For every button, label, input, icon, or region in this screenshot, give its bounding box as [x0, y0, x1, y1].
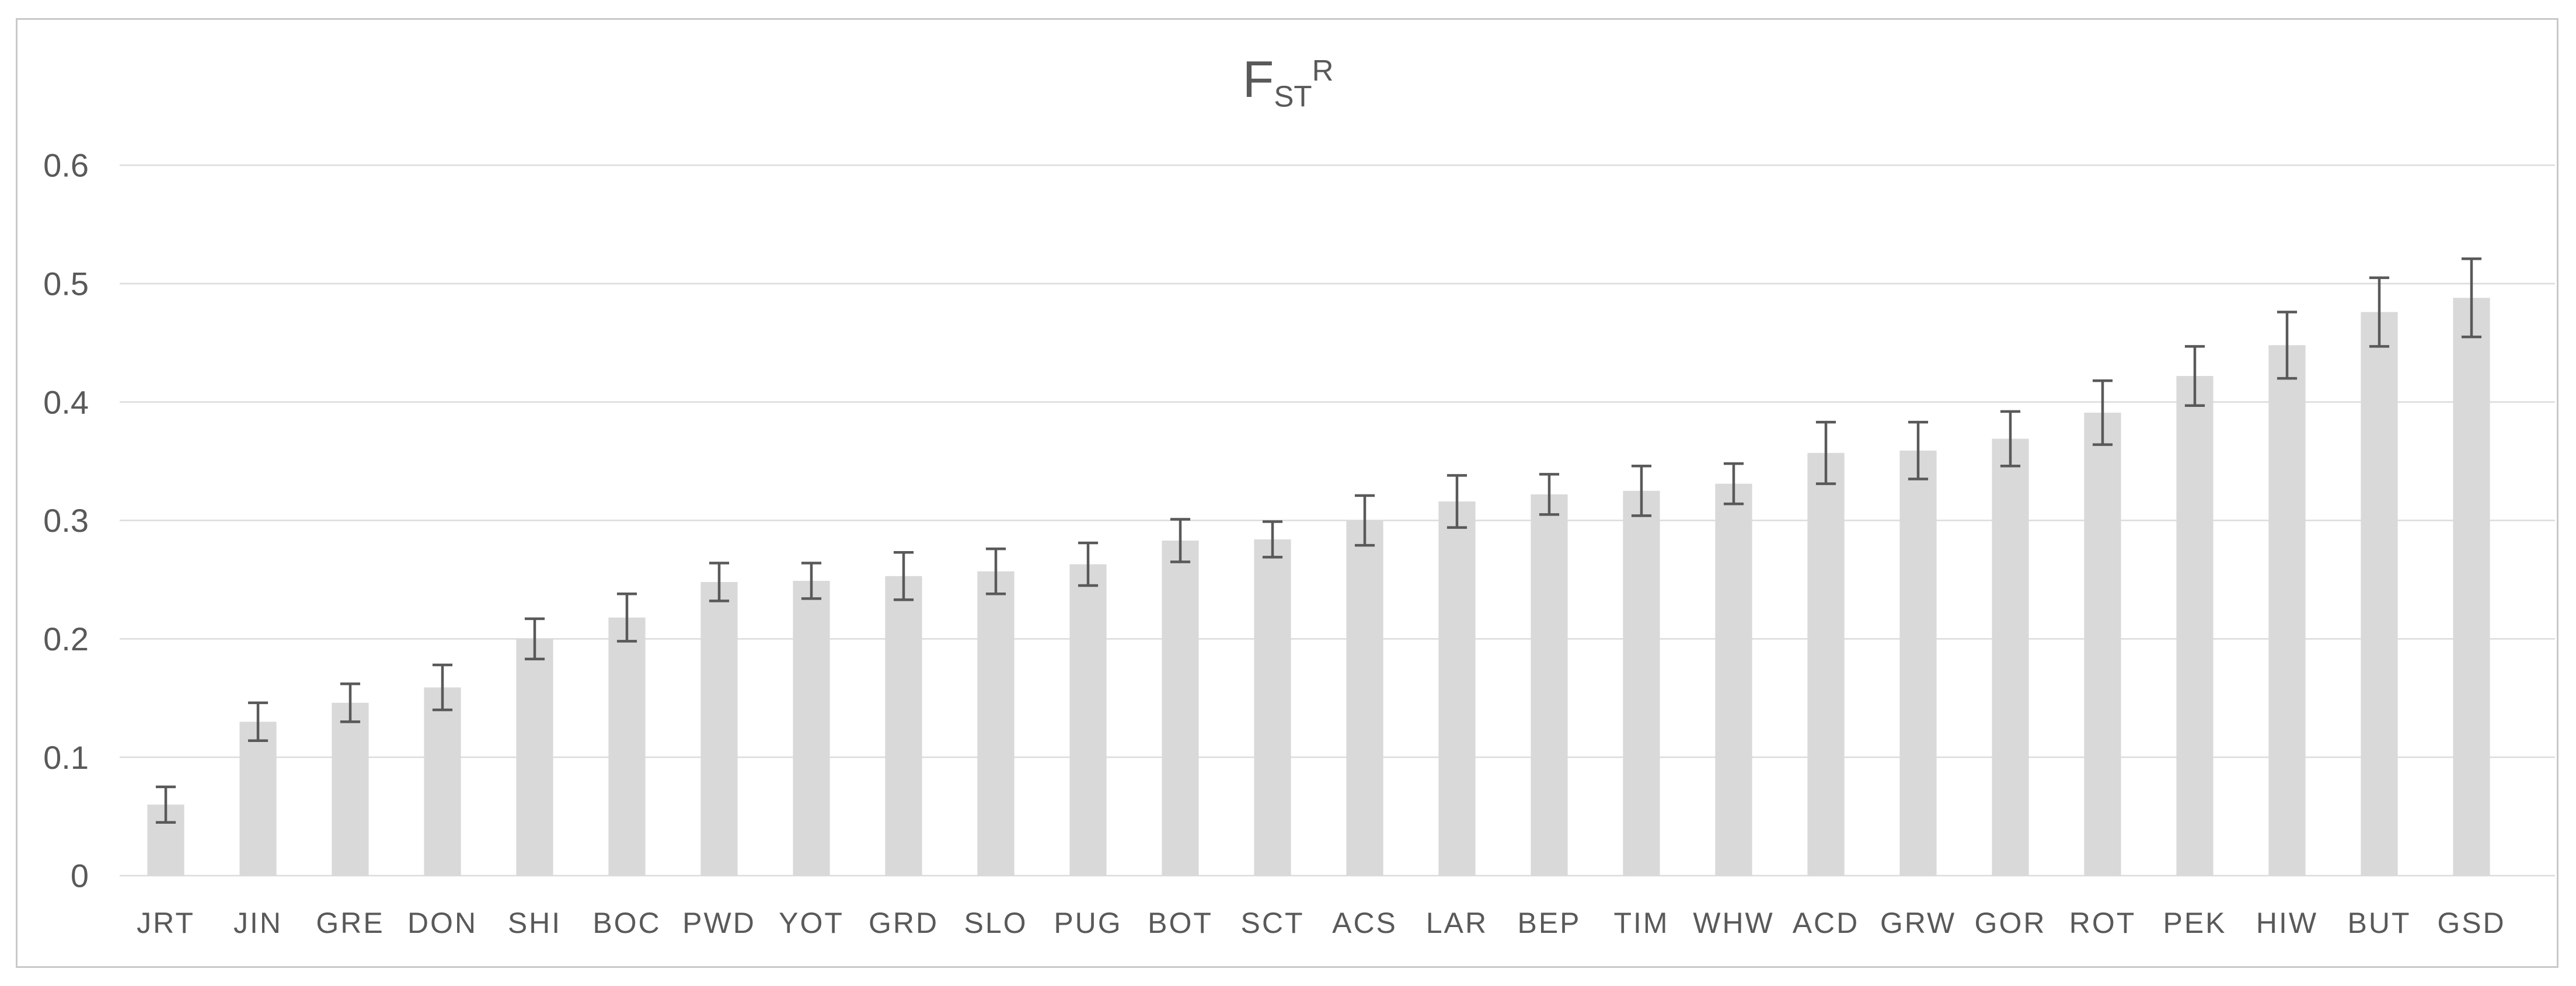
bar-rot [2084, 412, 2121, 876]
xtick-label: BOC [592, 907, 661, 939]
xtick-label: YOT [779, 907, 844, 939]
chart-title: FSTR [0, 53, 2576, 112]
bar-acd [1807, 452, 1845, 876]
xtick-label: ACD [1793, 907, 1860, 939]
bar-bep [1531, 494, 1568, 876]
xtick-label: GRE [316, 907, 384, 939]
bar-gor [1992, 438, 2029, 876]
bar-pug [1069, 564, 1107, 876]
xtick-label: PEK [2163, 907, 2226, 939]
bar-tim [1623, 490, 1660, 876]
bar-but [2361, 312, 2398, 876]
xtick-label: LAR [1426, 907, 1488, 939]
bar-bot [1162, 540, 1199, 876]
ytick-label: 0.2 [43, 621, 89, 657]
xtick-label: GOR [1975, 907, 2047, 939]
xtick-label: BUT [2348, 907, 2411, 939]
xtick-label: JIN [233, 907, 283, 939]
xtick-label: SLO [964, 907, 1027, 939]
xtick-label: DON [407, 907, 477, 939]
bar-shi [516, 639, 553, 876]
xtick-label: ROT [2069, 907, 2136, 939]
ytick-label: 0.1 [43, 739, 89, 776]
bar-gsd [2453, 298, 2490, 876]
xtick-label: GRW [1880, 907, 1956, 939]
ytick-label: 0.5 [43, 265, 89, 302]
bar-pwd [700, 581, 738, 876]
bar-acs [1346, 520, 1383, 876]
bar-jin [239, 722, 277, 876]
bar-slo [977, 571, 1015, 876]
ytick-label: 0 [71, 858, 89, 894]
xtick-label: GSD [2437, 907, 2505, 939]
bar-gre [332, 702, 369, 876]
xtick-label: BEP [1517, 907, 1581, 939]
ytick-label: 0.3 [43, 502, 89, 539]
xtick-label: WHW [1693, 907, 1775, 939]
chart-title-superscript: R [1312, 53, 1334, 87]
xtick-label: GRD [869, 907, 939, 939]
bar-hiw [2268, 345, 2306, 876]
bar-boc [608, 617, 646, 876]
chart-title-base: F [1242, 50, 1274, 108]
xtick-label: HIW [2256, 907, 2318, 939]
xtick-label: PUG [1054, 907, 1122, 939]
bar-yot [793, 580, 830, 876]
xtick-label: ACS [1332, 907, 1397, 939]
chart-title-subscript: ST [1274, 79, 1312, 113]
xtick-label: BOT [1148, 907, 1213, 939]
bar-grw [1899, 450, 1937, 876]
xtick-label: SHI [508, 907, 562, 939]
bar-whw [1715, 483, 1752, 876]
xtick-label: JRT [137, 907, 195, 939]
ytick-label: 0.6 [43, 147, 89, 184]
bar-lar [1438, 501, 1476, 876]
ytick-label: 0.4 [43, 384, 89, 420]
bar-don [424, 687, 461, 876]
xtick-label: SCT [1241, 907, 1305, 939]
bar-sct [1254, 539, 1291, 876]
bar-pek [2176, 376, 2214, 876]
xtick-label: TIM [1613, 907, 1669, 939]
xtick-label: PWD [682, 907, 756, 939]
bar-grd [885, 576, 922, 876]
